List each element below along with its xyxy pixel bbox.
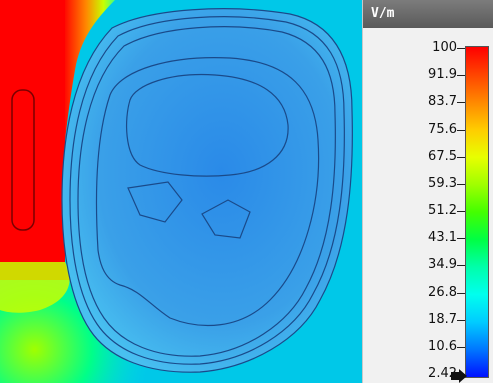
legend-tick-mark xyxy=(457,102,465,104)
head-region xyxy=(62,8,353,373)
legend-tick-mark xyxy=(457,211,465,212)
antenna-outline xyxy=(11,89,35,231)
hot-fade xyxy=(0,262,70,313)
contour-outer-2 xyxy=(69,16,345,365)
legend-tick-label: 34.9 xyxy=(428,257,457,273)
cursor-arrow-icon xyxy=(451,369,467,383)
legend-tick-label: 91.9 xyxy=(428,67,457,83)
legend-tick-mark xyxy=(457,75,465,77)
legend-tick-label: 18.7 xyxy=(428,311,457,327)
legend-tick-mark xyxy=(457,292,465,294)
legend-tick-label: 51.2 xyxy=(428,203,457,218)
color-legend: V/m 100 91.9 83.7 75.6 67.5 59.3 51.2 43.1 34.9 2… xyxy=(362,0,493,383)
field-map xyxy=(0,0,362,383)
legend-tick-mark xyxy=(457,238,465,240)
legend-tick-label: 67.5 xyxy=(428,148,457,164)
legend-tick-mark xyxy=(457,183,465,185)
legend-tick-mark xyxy=(457,129,465,131)
legend-tick-label: 43.1 xyxy=(428,230,457,246)
contour-eye-left xyxy=(127,181,183,223)
contour-outer-3 xyxy=(77,26,336,357)
legend-tick-mark xyxy=(457,265,465,267)
legend-tick-label: 26.8 xyxy=(428,284,457,300)
legend-tick-label: 2.42 xyxy=(428,366,457,381)
legend-tick-label: 100 xyxy=(432,40,457,55)
contour-lines xyxy=(61,8,353,373)
legend-tick-label: 75.6 xyxy=(428,121,457,137)
legend-tick-label: 83.7 xyxy=(428,94,457,110)
legend-tick-label: 59.3 xyxy=(428,175,457,191)
legend-tick-label: 10.6 xyxy=(428,338,457,354)
legend-tick-mark xyxy=(457,48,465,49)
field-visualization[interactable] xyxy=(0,0,362,383)
legend-unit-label: V/m xyxy=(363,0,493,28)
legend-tick-mark xyxy=(457,156,465,158)
legend-color-bar xyxy=(465,46,489,378)
legend-tick-mark xyxy=(457,319,465,321)
contour-brain xyxy=(125,73,289,177)
contour-skull xyxy=(95,57,320,327)
hot-core xyxy=(0,0,65,262)
legend-tick-mark xyxy=(457,346,465,348)
contour-outer-1 xyxy=(61,8,353,373)
contour-eye-right xyxy=(201,199,251,239)
